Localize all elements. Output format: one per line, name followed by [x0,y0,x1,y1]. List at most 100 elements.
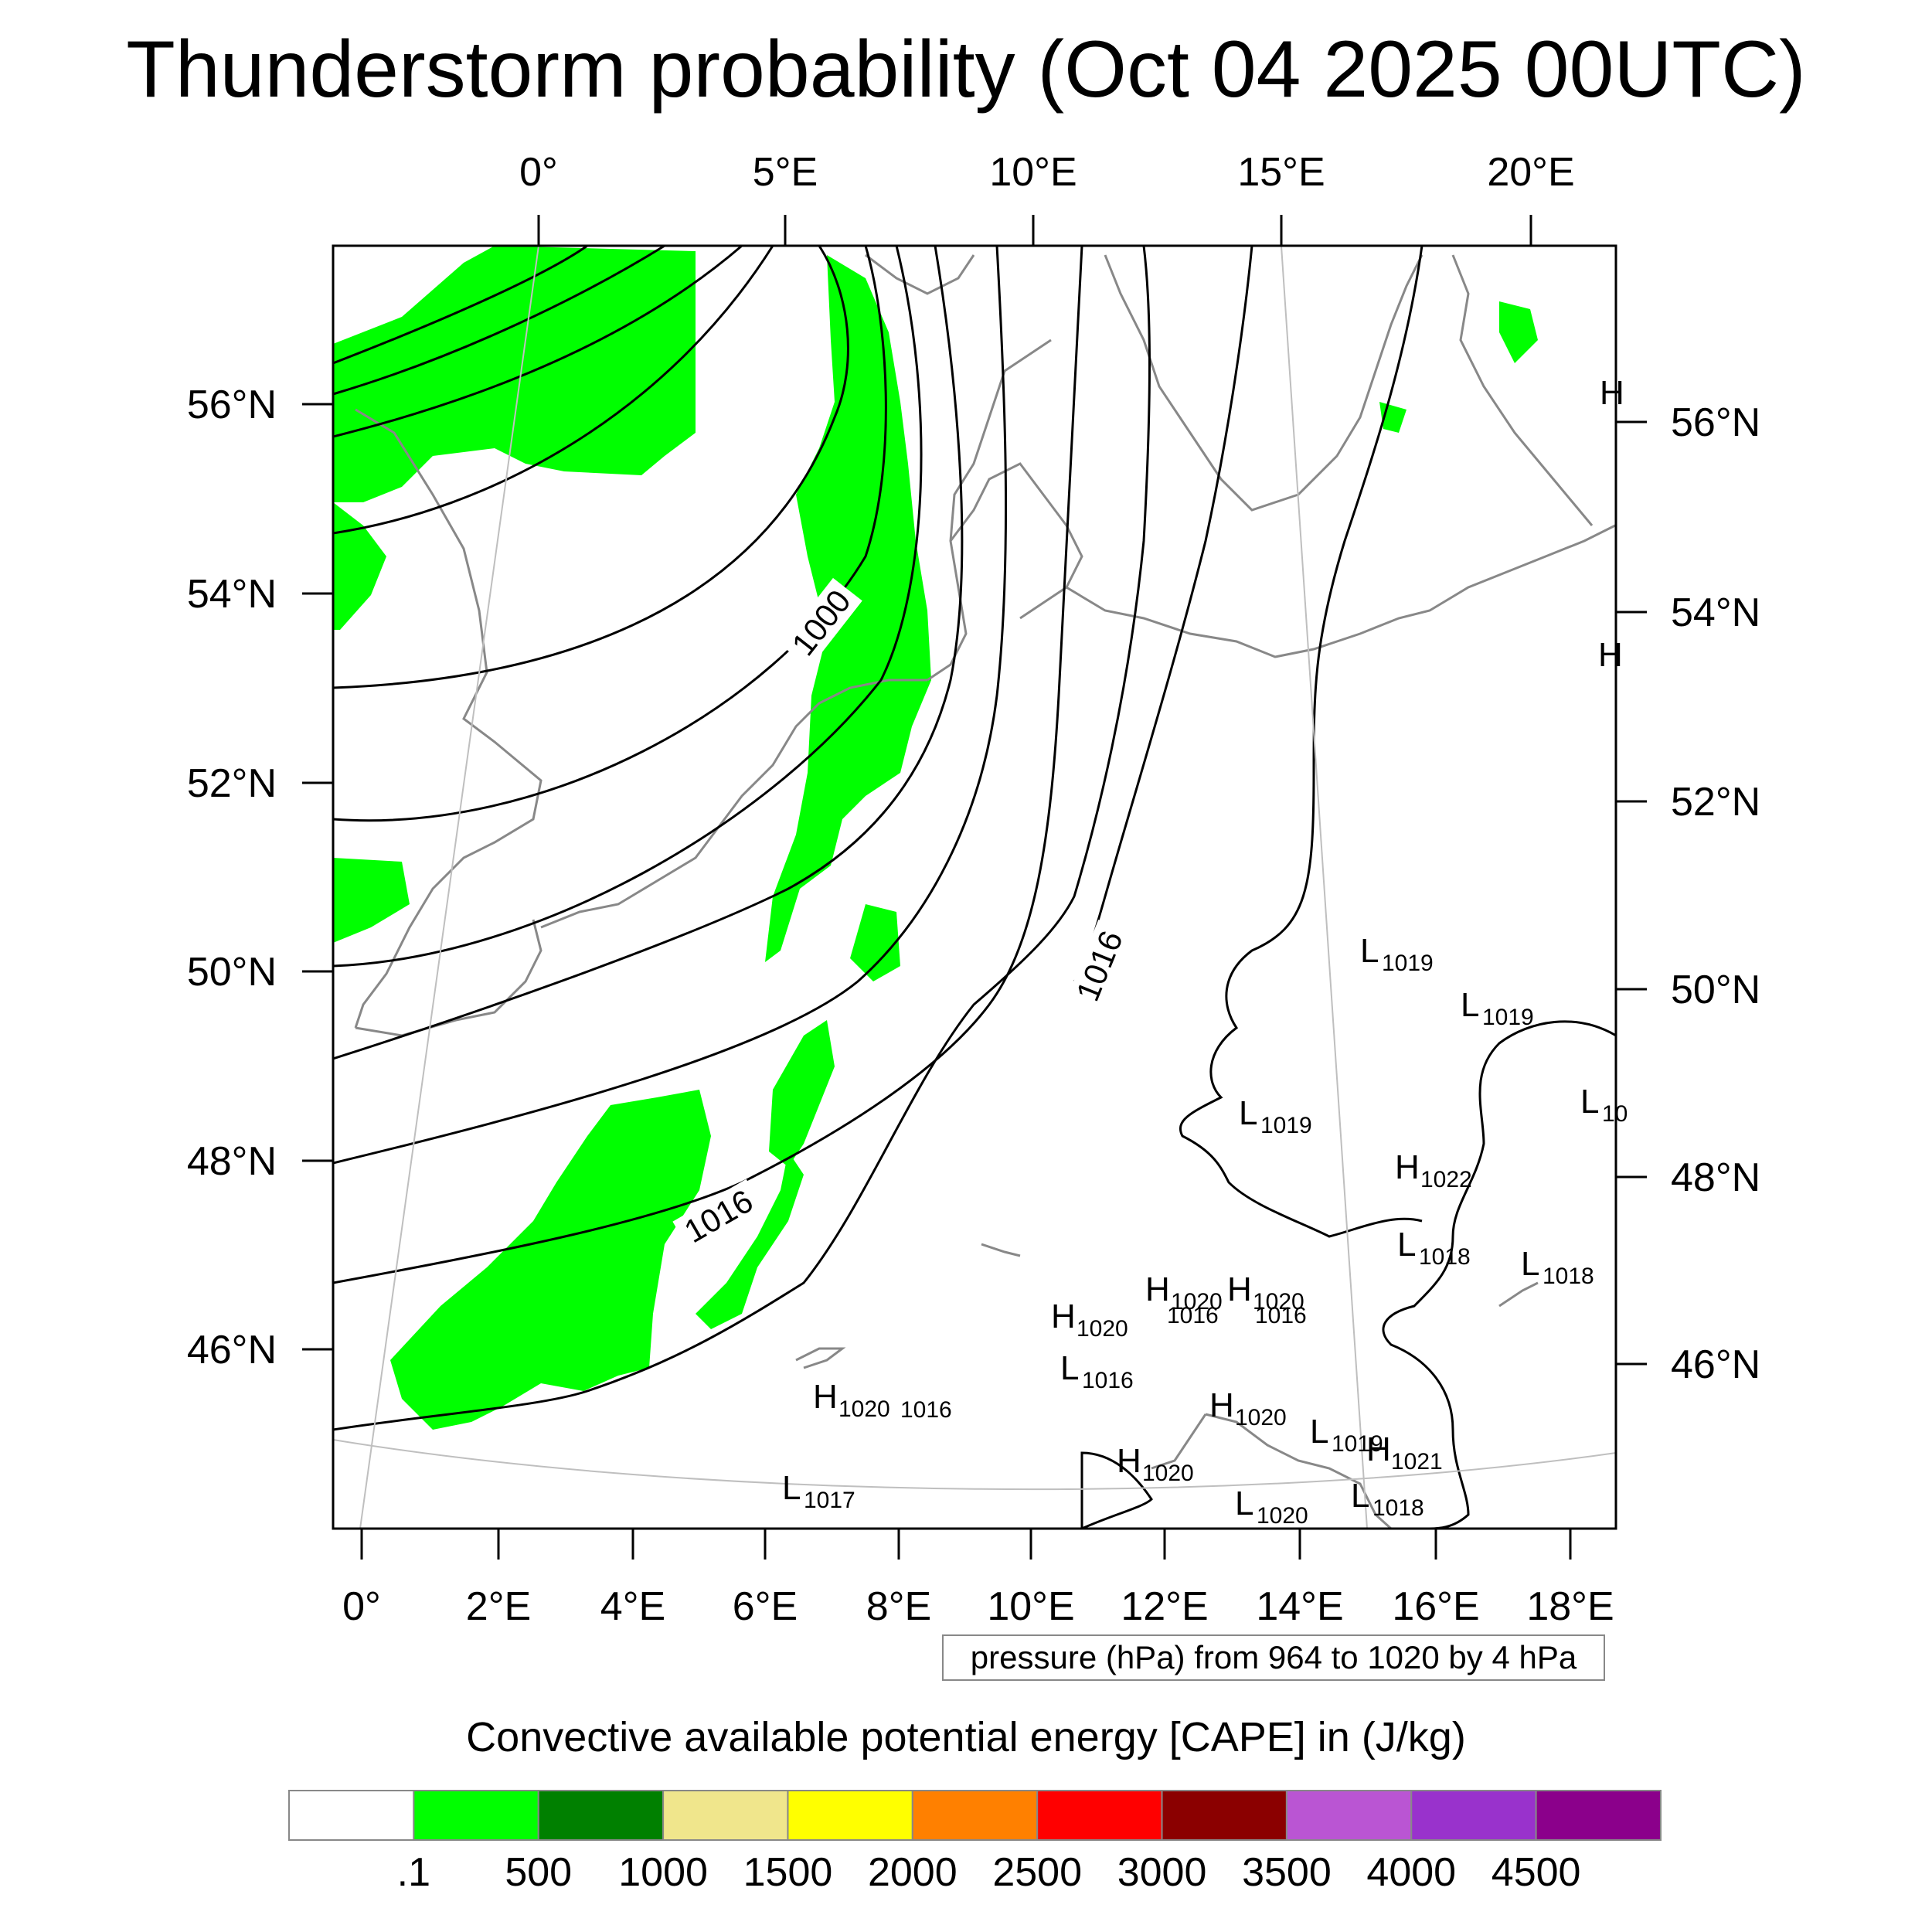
cape-area-north-sea [333,246,696,502]
colorbar-title: Convective available potential energy [C… [466,1714,1466,1760]
svg-text:L: L [1461,986,1479,1024]
isobar-line [333,246,1083,1284]
svg-text:1018: 1018 [1419,1244,1471,1270]
svg-text:H: H [1395,1148,1420,1186]
high-pressure-center: H 1022 [1395,1148,1472,1192]
baltic-south-coast [1066,524,1616,658]
low-pressure-center: L 1018 [1397,1226,1471,1270]
svg-text:1018: 1018 [1372,1495,1424,1521]
svg-text:1020: 1020 [1253,1289,1304,1315]
svg-text:1020: 1020 [1077,1316,1128,1342]
isobar-fragment-label: 1016 [900,1397,952,1423]
svg-text:L: L [782,1469,801,1507]
lake-constance [981,1243,1021,1257]
lake-balaton [1498,1281,1539,1308]
cape-area-france-central [769,1020,835,1167]
low-pressure-center: L 1019 [1310,1413,1383,1457]
svg-text:1019: 1019 [1332,1431,1383,1457]
svg-text:L: L [1351,1477,1369,1515]
low-pressure-center: L 10 [1580,1083,1628,1127]
denmark-coast [927,338,1052,682]
svg-text:L: L [1310,1413,1328,1451]
isobar-line [333,246,743,438]
top-lon-label: 10°E [989,150,1077,195]
france-coast [540,679,927,929]
right-lat-label: 54°N [1671,590,1760,635]
map-frame [332,244,1617,1530]
svg-text:L: L [1060,1349,1079,1387]
left-lat-label: 48°N [187,1139,277,1184]
high-pressure-center: H 1020 [1227,1270,1304,1315]
top-lon-label: 20°E [1487,150,1574,195]
high-pressure-center: H 1020 [1117,1442,1194,1486]
isobar-line [1382,1020,1616,1529]
isobar-line [333,246,1008,1165]
svg-text:1020: 1020 [1235,1405,1287,1430]
high-pressure-center: H 1020 [813,1378,890,1422]
isobar-label: 1016 [1069,926,1130,1006]
bottom-lon-label: 18°E [1526,1584,1614,1629]
right-lat-label: 52°N [1671,780,1760,825]
svg-text:H: H [1366,1430,1391,1468]
svg-text:1020: 1020 [1257,1503,1308,1529]
bottom-lon-label: 0° [342,1584,381,1629]
left-lat-label: 52°N [187,761,277,806]
right-lat-label: 48°N [1671,1155,1760,1200]
svg-text:H: H [1117,1442,1141,1480]
left-latitude-labels: 56°N 54°N 52°N 50°N 48°N 46°N [187,383,277,1372]
isobar-fragment-label: 1016 [1167,1303,1219,1328]
svg-text:H: H [813,1378,838,1416]
low-pressure-center: L 1016 [1060,1349,1134,1393]
top-lon-label: 15°E [1237,150,1325,195]
isobar-line [333,246,588,365]
cape-areas [333,246,1538,1430]
meridian-15 [1281,246,1368,1529]
lake-geneva [795,1347,846,1369]
left-lat-label: 50°N [187,950,277,995]
isobar-line [333,246,849,689]
isobars [333,246,1616,1529]
svg-text:1016: 1016 [1082,1368,1134,1393]
svg-text:L: L [1360,932,1379,970]
right-latitude-labels: 56°N 54°N 52°N 50°N 48°N 46°N [1671,400,1760,1387]
isobar-line [1080,1451,1153,1529]
isobar-line [333,246,1151,1431]
cape-area-france-east [696,1151,804,1329]
svg-text:1020: 1020 [838,1396,890,1422]
svg-text:1020: 1020 [1171,1289,1223,1315]
cape-area-poland [1499,301,1538,363]
svg-text:L: L [1521,1245,1539,1283]
svg-text:H: H [1600,374,1624,412]
svg-text:1020: 1020 [1142,1461,1194,1486]
low-pressure-center: L 1017 [782,1469,855,1513]
right-lat-label: 50°N [1671,968,1760,1012]
bottom-lon-label: 16°E [1392,1584,1479,1629]
low-pressure-center: L 1019 [1360,932,1434,976]
top-longitude-labels: 0° 5°E 10°E 15°E 20°E [519,150,1575,195]
svg-text:H: H [1051,1298,1076,1335]
isobar-fragment-label: 1016 [1255,1303,1307,1328]
svg-text:L: L [1239,1094,1257,1132]
bottom-lon-label: 14°E [1256,1584,1343,1629]
baltic-states-coast [1451,254,1594,526]
low-pressure-center: L 1018 [1351,1477,1424,1521]
left-lat-label: 54°N [187,572,277,617]
isobar-line [333,246,964,1060]
pressure-centers: L 1019 L 1019 L 10 L 1019 H 1022 L 1018 L 1018 … [782,374,1628,1529]
italy-north-coast [1151,1413,1207,1470]
high-pressure-center: H 1020 [1209,1386,1287,1430]
contour-info-box: pressure (hPa) from 964 to 1020 by 4 hPa [942,1634,1605,1681]
norway-coast [865,253,975,295]
svg-text:10: 10 [1602,1101,1628,1127]
low-pressure-center: L 1020 [1235,1485,1308,1529]
bottom-lon-label: 4°E [600,1584,665,1629]
meridian-0 [359,246,539,1529]
bottom-longitude-labels: 0° 2°E 4°E 6°E 8°E 10°E 12°E 14°E 16°E 1… [342,1584,1614,1629]
right-lat-label: 46°N [1671,1342,1760,1387]
low-pressure-center: L 1018 [1521,1245,1594,1289]
low-pressure-center: L 1019 [1239,1094,1312,1138]
top-lon-label: 5°E [753,150,818,195]
top-lon-label: 0° [519,150,558,195]
left-lat-label: 46°N [187,1328,277,1372]
